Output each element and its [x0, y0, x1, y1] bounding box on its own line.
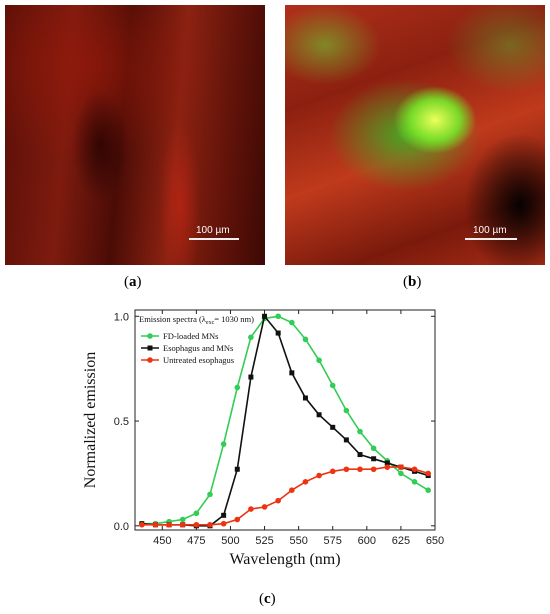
series-point-0	[207, 491, 213, 498]
y-tick-label: 1.0	[114, 311, 129, 323]
emission-spectra-chart: 450 475 500 525 550 575 600 625 650 0.0 0.5 1.0 Wav…	[82, 309, 444, 568]
panel-label-a: (a)	[124, 274, 142, 290]
legend-swatch-marker	[147, 333, 153, 339]
series-point-2	[166, 521, 172, 528]
series-point-1	[343, 437, 349, 443]
series-point-1	[302, 395, 308, 401]
series-point-1	[248, 374, 254, 380]
legend-title: Emission spectra (λexc= 1030 nm)	[139, 314, 254, 326]
series-point-0	[357, 428, 363, 435]
plot-frame	[134, 309, 436, 531]
x-tick-label: 550	[289, 535, 307, 547]
x-tick-label: 525	[255, 535, 273, 547]
x-tick-label: 600	[358, 535, 376, 547]
scale-bar-a-label: 100 µm	[196, 225, 230, 236]
series-point-0	[316, 357, 322, 364]
panel-label-b: (b)	[403, 274, 422, 290]
plot-layer: 450 475 500 525 550 575 600 625 650 0.0 0.5 1.0	[114, 309, 444, 547]
scale-bar-b	[465, 238, 517, 240]
legend-title-prefix: Emission spectra (λ	[139, 314, 207, 324]
series-point-1	[371, 456, 377, 462]
panel-label-a-letter: a	[129, 274, 137, 290]
series-point-0	[329, 382, 336, 389]
series-point-2	[234, 516, 241, 523]
series-point-1	[221, 512, 227, 518]
series-point-2	[357, 466, 363, 473]
series-point-2	[343, 466, 350, 473]
panel-label-c: (c)	[259, 591, 276, 607]
y-axis-title: Normalized emission	[82, 352, 99, 488]
series-point-2	[248, 506, 254, 512]
series-point-0	[398, 470, 404, 477]
x-tick-label: 650	[426, 535, 444, 547]
series-point-2	[411, 466, 418, 473]
series-point-1	[234, 466, 240, 472]
series-point-1	[289, 370, 295, 376]
series-point-1	[357, 452, 363, 458]
series-point-0	[289, 319, 295, 326]
series-point-1	[275, 330, 281, 336]
series-point-2	[398, 464, 404, 470]
series-point-2	[425, 470, 431, 477]
x-tick-label: 475	[187, 535, 205, 547]
series-point-0	[343, 407, 350, 414]
legend-entry-label: Untreated esophagus	[163, 355, 234, 365]
series-point-0	[275, 313, 281, 320]
legend-title-suffix: = 1030 nm)	[214, 314, 254, 324]
series-point-1	[316, 412, 322, 418]
series-point-0	[193, 510, 200, 517]
series-point-2	[193, 521, 200, 528]
series-point-0	[302, 336, 309, 343]
scale-bar-a	[189, 238, 239, 240]
series-point-2	[370, 466, 377, 473]
series-point-0	[411, 479, 418, 485]
micrograph-a: 100 µm	[5, 5, 265, 265]
series-point-0	[179, 516, 186, 523]
legend-entry-label: FD-loaded MNs	[163, 331, 218, 341]
series-point-2	[289, 487, 295, 493]
series-point-0	[248, 334, 254, 341]
x-tick-label: 575	[324, 535, 342, 547]
series-point-0	[234, 384, 241, 391]
series-point-2	[261, 504, 268, 510]
series-point-2	[207, 521, 213, 528]
legend-swatch-marker	[147, 357, 153, 363]
x-tick-label: 450	[153, 535, 171, 547]
series-point-2	[220, 520, 227, 527]
legend-entry-label: Esophagus and MNs	[163, 343, 233, 353]
series-point-0	[220, 441, 227, 447]
legend-swatch-marker	[147, 345, 153, 351]
x-axis-title: Wavelength (nm)	[229, 551, 340, 568]
series-line-0	[141, 315, 429, 525]
series-point-1	[262, 313, 268, 319]
panel-label-c-letter: c	[264, 591, 271, 607]
series-point-2	[316, 472, 322, 479]
panel-label-b-letter: b	[408, 274, 417, 290]
legend: Emission spectra (λexc= 1030 nm) FD-load…	[139, 314, 254, 365]
x-tick-label: 625	[392, 535, 410, 547]
series-point-0	[425, 487, 431, 493]
series-point-2	[152, 521, 159, 528]
x-tick-label: 500	[221, 535, 239, 547]
series-point-2	[329, 468, 336, 475]
series-point-1	[384, 460, 390, 466]
series-line-2	[141, 466, 429, 526]
series-point-2	[139, 521, 145, 528]
y-tick-label: 0.0	[114, 521, 129, 533]
series-point-2	[275, 497, 281, 504]
series-point-2	[302, 479, 309, 485]
micrograph-b: 100 µm	[285, 5, 545, 265]
series-point-1	[330, 424, 336, 430]
series-point-2	[179, 521, 186, 528]
series-point-2	[384, 464, 391, 470]
y-tick-label: 0.5	[114, 416, 129, 428]
scale-bar-b-label: 100 µm	[473, 225, 507, 236]
legend-title-sub: exc	[206, 320, 215, 326]
series-point-0	[370, 445, 377, 452]
